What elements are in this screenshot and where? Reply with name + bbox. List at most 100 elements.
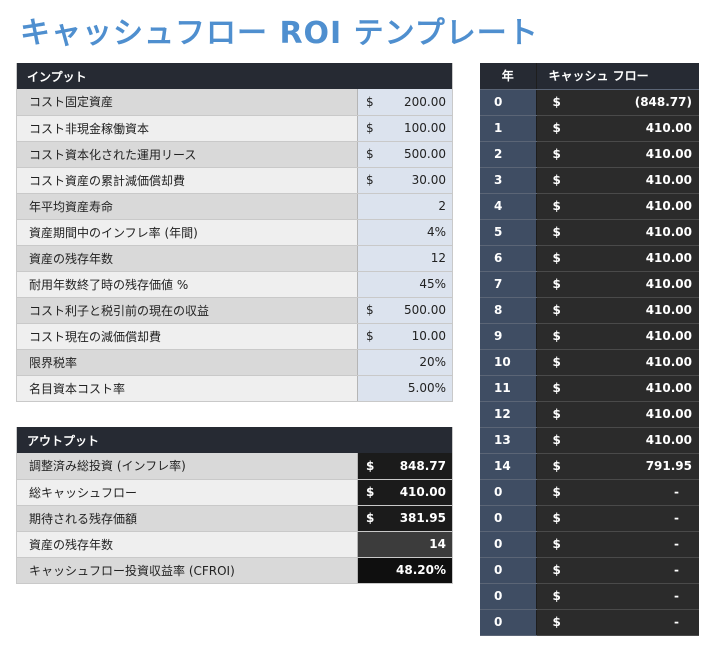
output-currency: $ (357, 453, 386, 480)
input-value-cell[interactable]: 20% (385, 349, 453, 376)
cashflow-currency: $ (536, 219, 618, 246)
cashflow-currency: $ (536, 427, 618, 454)
cashflow-value: 410.00 (617, 375, 699, 402)
input-value-cell[interactable]: 12 (385, 245, 453, 272)
input-currency (357, 271, 386, 298)
output-label: 調整済み総投資 (インフレ率) (16, 453, 358, 480)
output-row: 調整済み総投資 (インフレ率) $848.77 (16, 453, 453, 480)
input-currency (357, 193, 386, 220)
cashflow-row: 5 $410.00 (480, 219, 699, 246)
cashflow-currency: $ (536, 453, 618, 480)
output-label: 資産の残存年数 (16, 531, 358, 558)
input-label: コスト非現金稼働資本 (16, 115, 358, 142)
cashflow-year: 1 (480, 115, 537, 142)
cashflow-row: 0 $ (848.77) (480, 89, 699, 116)
input-value-cell[interactable]: 100.00 (385, 115, 453, 142)
cashflow-currency: $ (536, 609, 618, 636)
input-row: 資産期間中のインフレ率 (年間) 4% (16, 219, 453, 246)
input-currency (357, 375, 386, 402)
cashflow-row: 7 $410.00 (480, 271, 699, 298)
cashflow-value: 410.00 (617, 115, 699, 142)
cashflow-year: 7 (480, 271, 537, 298)
cashflow-currency: $ (536, 505, 618, 532)
input-label: コスト現在の減価償却費 (16, 323, 358, 350)
input-row: 名目資本コスト率 5.00% (16, 375, 453, 402)
output-header: アウトプット (16, 427, 453, 453)
cashflow-row: 4 $410.00 (480, 193, 699, 220)
input-row: 耐用年数終了時の残存価値 % 45% (16, 271, 453, 298)
cashflow-currency: $ (536, 167, 618, 194)
cashflow-currency: $ (536, 349, 618, 376)
output-currency: $ (357, 479, 386, 506)
input-currency: $ (357, 297, 386, 324)
cashflow-currency: $ (536, 115, 618, 142)
cashflow-row: 2 $410.00 (480, 141, 699, 168)
cashflow-value: - (617, 583, 699, 610)
cashflow-value: 410.00 (617, 219, 699, 246)
input-label: コスト資産の累計減価償却費 (16, 167, 358, 194)
output-row: 資産の残存年数 14 (16, 531, 453, 558)
input-row: コスト資産の累計減価償却費 $30.00 (16, 167, 453, 194)
cashflow-row: 11 $410.00 (480, 375, 699, 402)
cashflow-value: 791.95 (617, 453, 699, 480)
input-label: コスト利子と税引前の現在の収益 (16, 297, 358, 324)
cashflow-row: 10 $410.00 (480, 349, 699, 376)
cashflow-row: 3 $410.00 (480, 167, 699, 194)
output-value: 410.00 (385, 479, 453, 506)
cashflow-year: 0 (480, 531, 537, 558)
cashflow-row: 0 $ - (480, 557, 699, 584)
cashflow-value: 410.00 (617, 245, 699, 272)
output-label: 期待される残存価額 (16, 505, 358, 532)
input-row: コスト資本化された運用リース $500.00 (16, 141, 453, 168)
input-value-cell[interactable]: 2 (385, 193, 453, 220)
year-header: 年 (480, 63, 537, 90)
input-value-cell[interactable]: 45% (385, 271, 453, 298)
input-header-row: インプット (16, 63, 453, 89)
input-row: コスト現在の減価償却費 $10.00 (16, 323, 453, 350)
cashflow-currency: $ (536, 193, 618, 220)
cashflow-currency: $ (536, 323, 618, 350)
input-currency: $ (357, 115, 386, 142)
cashflow-currency: $ (536, 271, 618, 298)
input-value-cell[interactable]: 500.00 (385, 141, 453, 168)
cashflow-row: 12 $410.00 (480, 401, 699, 428)
input-currency: $ (357, 167, 386, 194)
output-value: 48.20% (385, 557, 453, 584)
input-label: コスト固定資産 (16, 89, 358, 116)
cashflow-value: - (617, 505, 699, 532)
input-value-cell[interactable]: 30.00 (385, 167, 453, 194)
output-row: 総キャッシュフロー $410.00 (16, 479, 453, 506)
input-value-cell[interactable]: 200.00 (385, 89, 453, 116)
cashflow-year: 10 (480, 349, 537, 376)
cashflow-currency: $ (536, 401, 618, 428)
input-header: インプット (16, 63, 453, 89)
input-value-cell[interactable]: 500.00 (385, 297, 453, 324)
cashflow-year: 3 (480, 167, 537, 194)
cashflow-year: 6 (480, 245, 537, 272)
input-value-cell[interactable]: 10.00 (385, 323, 453, 350)
input-label: コスト資本化された運用リース (16, 141, 358, 168)
cashflow-year: 0 (480, 89, 537, 116)
input-row: コスト非現金稼働資本 $100.00 (16, 115, 453, 142)
cashflow-value: 410.00 (617, 297, 699, 324)
cashflow-currency: $ (536, 141, 618, 168)
input-value-cell[interactable]: 4% (385, 219, 453, 246)
cashflow-header: キャッシュ フロー (536, 63, 699, 90)
cashflow-row: 0 $ - (480, 583, 699, 610)
cashflow-table: 年 キャッシュ フロー 0 $ (848.77) 1 $410.00 2 $410.00 3 $… (480, 63, 699, 636)
cashflow-year: 11 (480, 375, 537, 402)
cashflow-row: 14 $791.95 (480, 453, 699, 480)
output-value: 14 (385, 531, 453, 558)
cashflow-value: 410.00 (617, 193, 699, 220)
cashflow-year: 8 (480, 297, 537, 324)
input-currency: $ (357, 89, 386, 116)
output-row: 期待される残存価額 $381.95 (16, 505, 453, 532)
cashflow-value: 410.00 (617, 271, 699, 298)
input-value-cell[interactable]: 5.00% (385, 375, 453, 402)
input-row: コスト固定資産 $200.00 (16, 89, 453, 116)
cashflow-value: - (617, 479, 699, 506)
input-label: 耐用年数終了時の残存価値 % (16, 271, 358, 298)
cashflow-value: - (617, 609, 699, 636)
output-currency: $ (357, 505, 386, 532)
input-row: 限界税率 20% (16, 349, 453, 376)
